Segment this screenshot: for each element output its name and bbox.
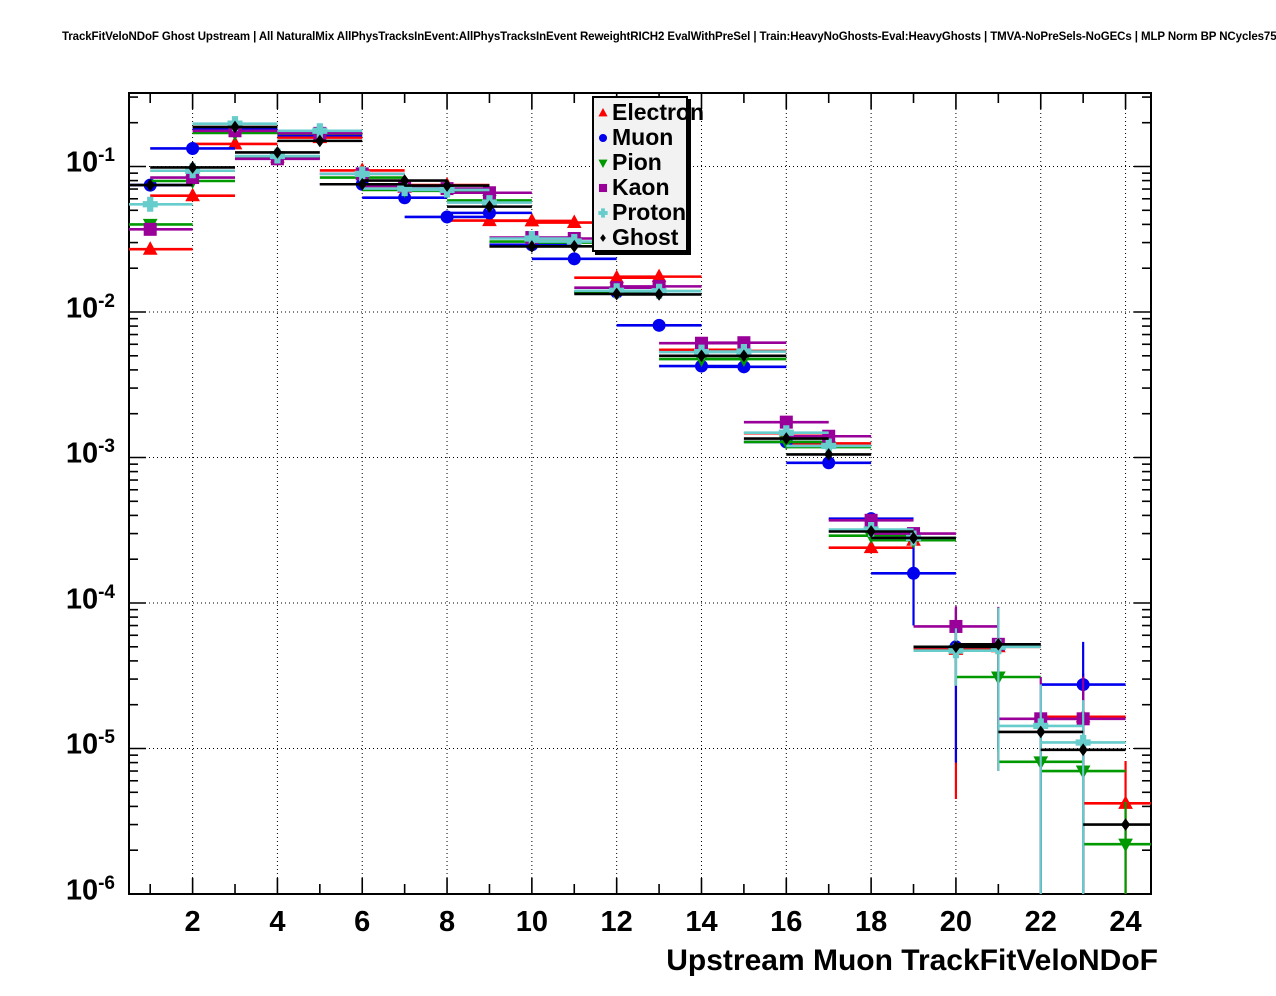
star-icon — [594, 200, 612, 225]
legend-entry-muon[interactable]: Muon — [594, 125, 686, 150]
data-marker — [598, 133, 608, 142]
circle-icon — [594, 125, 612, 150]
legend-label: Electron — [612, 99, 705, 125]
x-axis-tick-label: 16 — [770, 906, 803, 938]
data-marker — [598, 159, 608, 168]
y-axis-tick-label: 10-3 — [65, 436, 115, 471]
data-marker — [598, 207, 608, 218]
legend-entry-pion[interactable]: Pion — [594, 150, 686, 175]
x-axis-tick-label: 20 — [939, 906, 973, 938]
triangle-down-icon — [594, 150, 612, 175]
x-axis-tick-label: 22 — [1024, 906, 1057, 938]
y-axis-tick-label: 10-6 — [65, 873, 115, 907]
x-axis-tick-label: 18 — [854, 906, 888, 938]
y-axis-tick-label: 10-4 — [65, 581, 115, 616]
legend-label: Kaon — [612, 174, 670, 200]
y-axis-tick-label: 10-5 — [65, 727, 115, 762]
x-axis-title: Upstream Muon TrackFitVeloNDoF — [666, 944, 1158, 977]
x-axis-tick-label: 14 — [685, 906, 718, 938]
triangle-up-icon — [594, 100, 612, 125]
legend-entry-ghost[interactable]: Ghost — [594, 225, 686, 250]
x-axis-tick-label: 10 — [515, 906, 548, 938]
plot-title: TrackFitVeloNDoF Ghost Upstream | All Na… — [62, 31, 1276, 43]
y-axis-tick-label: 10-2 — [65, 290, 115, 325]
legend-entry-proton[interactable]: Proton — [594, 200, 686, 225]
x-axis-tick-label: 2 — [184, 906, 201, 938]
legend: Electron Muon Pion Kaon Proton Ghost — [592, 96, 704, 252]
x-axis-tick-label: 4 — [269, 906, 286, 938]
x-axis-tick-label: 8 — [438, 906, 456, 938]
x-axis-tick-label: 6 — [354, 906, 371, 938]
data-marker — [598, 107, 608, 116]
x-axis-tick-label: 12 — [600, 906, 633, 938]
y-axis-tick-label: 10-1 — [65, 145, 115, 180]
legend-label: Pion — [612, 149, 662, 175]
legend-label: Ghost — [612, 224, 679, 250]
legend-label: Muon — [612, 124, 674, 150]
legend-entry-kaon[interactable]: Kaon — [594, 175, 686, 200]
legend-label: Proton — [612, 199, 687, 225]
legend-entry-electron[interactable]: Electron — [594, 100, 704, 125]
data-marker — [600, 233, 606, 242]
data-marker — [598, 183, 608, 192]
x-axis-tick-label: 24 — [1109, 906, 1142, 938]
diamond-icon — [594, 225, 612, 250]
square-icon — [594, 175, 612, 200]
